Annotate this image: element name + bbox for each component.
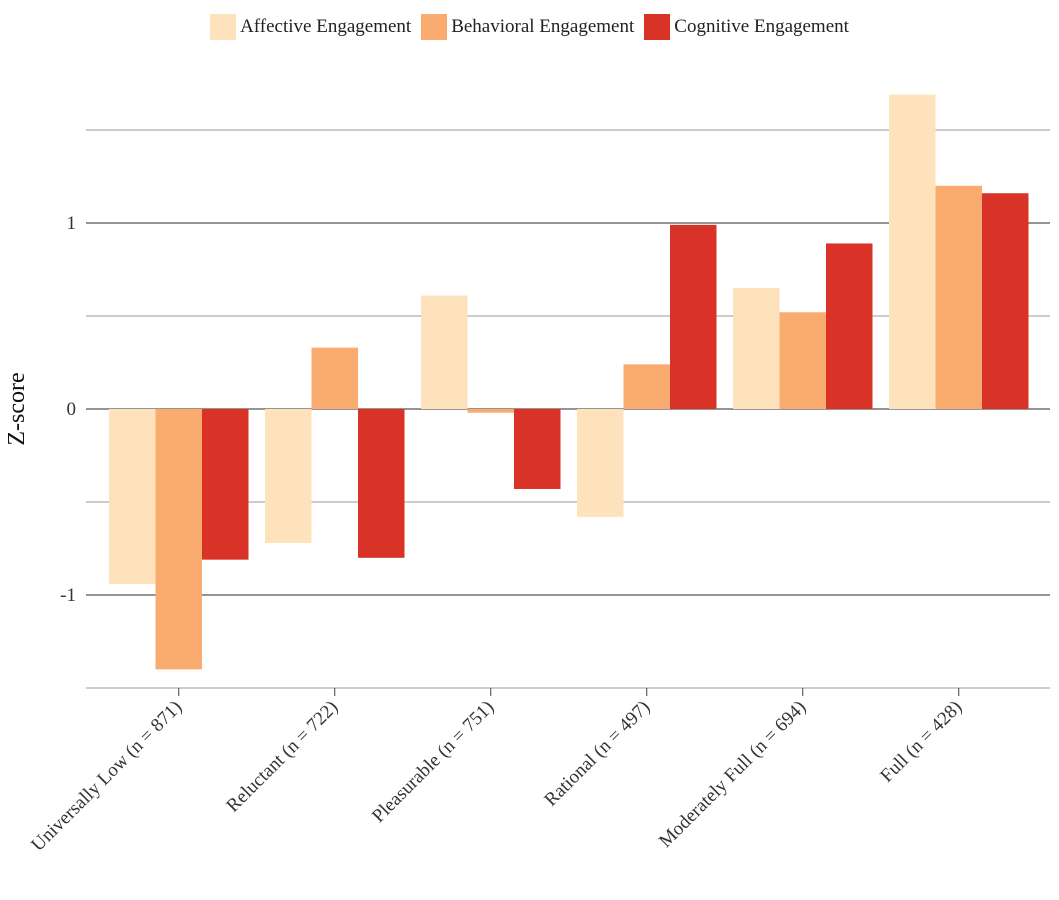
y-tick-label-0: -1 — [60, 585, 76, 606]
legend-item-affective: Affective Engagement — [210, 14, 411, 40]
bar-2-2 — [311, 347, 358, 409]
legend-label-affective: Affective Engagement — [240, 16, 412, 37]
y-axis-title: Z-score — [4, 372, 30, 445]
legend-swatch-behavioral — [421, 14, 448, 40]
bar-3-6 — [982, 193, 1029, 409]
bar-3-3 — [514, 409, 561, 489]
bar-1-4 — [577, 409, 624, 517]
x-tick-label-4: Moderately Full (n = 694) — [655, 697, 810, 852]
bar-1-2 — [265, 409, 312, 543]
x-tick-label-0: Universally Low (n = 871) — [27, 697, 186, 856]
y-axis-ticks: -1 0 1 — [60, 213, 76, 606]
bar-3-5 — [826, 243, 873, 409]
x-tick-label-3: Rational (n = 497) — [540, 697, 654, 811]
legend-swatch-cognitive — [644, 14, 671, 40]
bar-3-2 — [358, 409, 405, 558]
y-tick-label-2: 1 — [67, 213, 77, 234]
legend-item-cognitive: Cognitive Engagement — [644, 14, 849, 40]
x-tick-label-5: Full (n = 428) — [876, 697, 966, 787]
legend-label-cognitive: Cognitive Engagement — [674, 16, 849, 37]
bar-1-6 — [889, 94, 936, 409]
bar-2-3 — [467, 409, 514, 413]
x-tick-label-1: Reluctant (n = 722) — [222, 697, 342, 817]
legend-swatch-affective — [210, 14, 237, 40]
bar-2-4 — [623, 364, 670, 409]
bar-1-3 — [421, 295, 468, 409]
x-tick-label-2: Pleasurable (n = 751) — [368, 697, 498, 827]
y-tick-label-1: 0 — [67, 399, 77, 420]
bar-3-4 — [670, 224, 717, 409]
legend: Affective Engagement Behavioral Engageme… — [0, 14, 1059, 40]
bars — [109, 94, 1029, 670]
bar-2-1 — [155, 409, 202, 670]
bar-3-1 — [202, 409, 249, 560]
bar-2-6 — [935, 185, 982, 409]
x-axis-ticks: Universally Low (n = 871) Reluctant (n = … — [27, 688, 966, 856]
legend-label-behavioral: Behavioral Engagement — [451, 16, 635, 37]
bar-2-5 — [779, 312, 826, 409]
bar-1-1 — [109, 409, 156, 584]
legend-item-behavioral: Behavioral Engagement — [421, 14, 634, 40]
bar-1-5 — [733, 288, 780, 409]
